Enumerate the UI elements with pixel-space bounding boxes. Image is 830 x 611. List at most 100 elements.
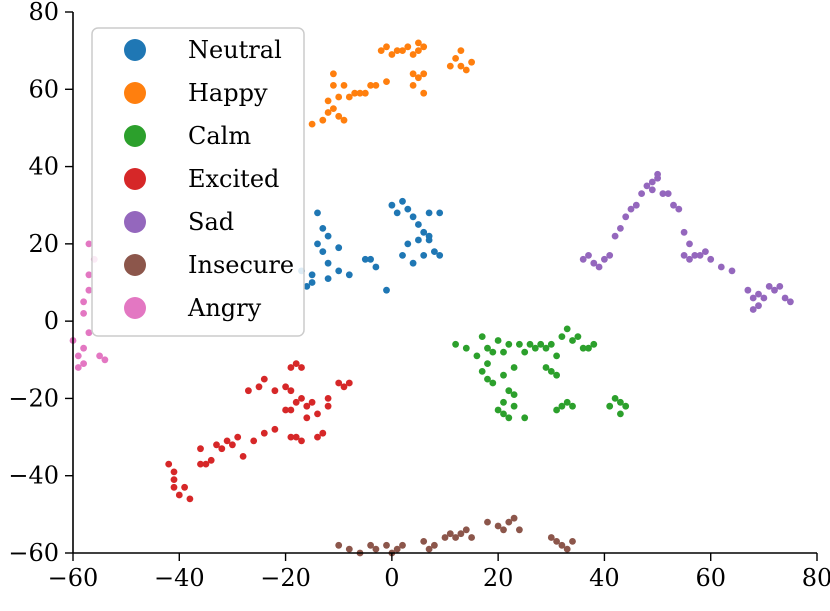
point-calm-43 <box>563 398 571 406</box>
point-sad-36 <box>771 286 778 294</box>
point-calm-48 <box>617 410 624 418</box>
point-insecure-5 <box>383 541 390 549</box>
point-sad-33 <box>755 290 762 298</box>
y-tick-label: 20 <box>28 230 59 258</box>
point-excited-17 <box>250 437 258 445</box>
x-tick-label: 40 <box>589 564 620 592</box>
point-neutral-6 <box>324 259 332 267</box>
point-angry-12 <box>96 352 103 360</box>
point-happy-26 <box>415 39 422 47</box>
point-calm-44 <box>569 402 576 410</box>
point-insecure-13 <box>446 530 454 538</box>
x-tick-label: 20 <box>483 564 514 592</box>
point-insecure-16 <box>462 526 470 534</box>
legend-label-excited: Excited <box>188 165 279 193</box>
legend-label-calm: Calm <box>188 122 251 150</box>
point-angry-6 <box>80 310 87 317</box>
point-happy-9 <box>330 82 337 89</box>
point-calm-35 <box>500 398 507 406</box>
point-happy-17 <box>383 78 390 85</box>
point-excited-25 <box>287 387 295 395</box>
point-insecure-22 <box>510 514 518 522</box>
point-angry-9 <box>85 271 93 279</box>
point-happy-34 <box>452 55 459 62</box>
point-happy-6 <box>324 97 332 105</box>
point-neutral-15 <box>372 263 380 271</box>
point-sad-24 <box>686 255 693 263</box>
point-neutral-11 <box>308 279 316 286</box>
point-insecure-19 <box>494 522 502 530</box>
point-insecure-1 <box>345 545 353 553</box>
point-neutral-22 <box>409 213 417 221</box>
point-neutral-14 <box>361 255 369 263</box>
point-calm-20 <box>542 344 550 352</box>
point-insecure-7 <box>393 545 401 553</box>
point-excited-34 <box>287 364 295 371</box>
point-angry-1 <box>74 352 82 360</box>
point-calm-18 <box>531 344 539 352</box>
point-neutral-9 <box>335 267 343 275</box>
legend-marker-happy <box>124 82 146 104</box>
point-happy-25 <box>415 47 422 54</box>
point-sad-35 <box>765 283 773 290</box>
y-tick-label: −60 <box>8 539 59 567</box>
point-insecure-25 <box>553 538 560 545</box>
point-calm-2 <box>473 352 481 360</box>
point-sad-25 <box>691 252 699 259</box>
point-sad-10 <box>632 201 640 209</box>
point-excited-15 <box>234 433 242 441</box>
point-calm-47 <box>622 402 630 410</box>
x-tick-label: 0 <box>384 564 399 592</box>
y-tick-label: 0 <box>44 307 59 335</box>
point-calm-41 <box>553 406 560 414</box>
point-neutral-16 <box>367 255 374 263</box>
legend-marker-angry <box>124 297 146 319</box>
point-excited-33 <box>314 410 321 418</box>
point-calm-16 <box>516 340 523 348</box>
point-insecure-20 <box>500 526 507 534</box>
point-neutral-23 <box>415 221 422 228</box>
point-excited-30 <box>303 402 311 410</box>
point-calm-40 <box>521 414 529 422</box>
point-calm-34 <box>510 391 518 398</box>
point-calm-3 <box>478 333 486 340</box>
point-happy-20 <box>388 51 396 58</box>
point-excited-40 <box>314 433 321 441</box>
point-excited-20 <box>245 387 252 395</box>
y-tick-label: 60 <box>28 75 59 103</box>
point-sad-22 <box>686 240 693 248</box>
point-excited-14 <box>229 441 236 449</box>
point-happy-11 <box>330 70 337 78</box>
point-happy-22 <box>399 47 406 54</box>
point-insecure-21 <box>505 518 513 526</box>
point-excited-35 <box>292 360 300 367</box>
point-insecure-15 <box>457 530 465 538</box>
point-calm-21 <box>547 340 555 348</box>
point-calm-37 <box>500 410 507 418</box>
point-sad-8 <box>622 213 630 221</box>
legend-label-angry: Angry <box>187 294 262 322</box>
point-calm-4 <box>484 344 491 352</box>
point-sad-39 <box>787 298 794 306</box>
point-excited-16 <box>239 453 247 460</box>
point-calm-25 <box>569 337 576 344</box>
point-sad-31 <box>744 286 752 294</box>
point-sad-32 <box>749 294 757 302</box>
legend-label-neutral: Neutral <box>188 36 282 64</box>
point-excited-44 <box>345 379 353 387</box>
legend-label-insecure: Insecure <box>188 251 294 279</box>
point-calm-7 <box>494 337 502 344</box>
point-excited-4 <box>175 491 183 499</box>
point-insecure-27 <box>563 545 571 553</box>
point-calm-22 <box>553 352 560 360</box>
point-neutral-2 <box>324 232 332 240</box>
legend: Neutral Happy Calm Excited Sad Insecure Angry <box>91 27 305 337</box>
point-sad-34 <box>760 294 768 302</box>
point-happy-15 <box>367 82 374 89</box>
point-insecure-3 <box>367 541 374 549</box>
point-neutral-12 <box>303 283 311 290</box>
point-sad-12 <box>643 182 651 190</box>
point-happy-14 <box>361 89 369 97</box>
point-sad-38 <box>781 294 789 302</box>
point-happy-24 <box>409 51 417 58</box>
